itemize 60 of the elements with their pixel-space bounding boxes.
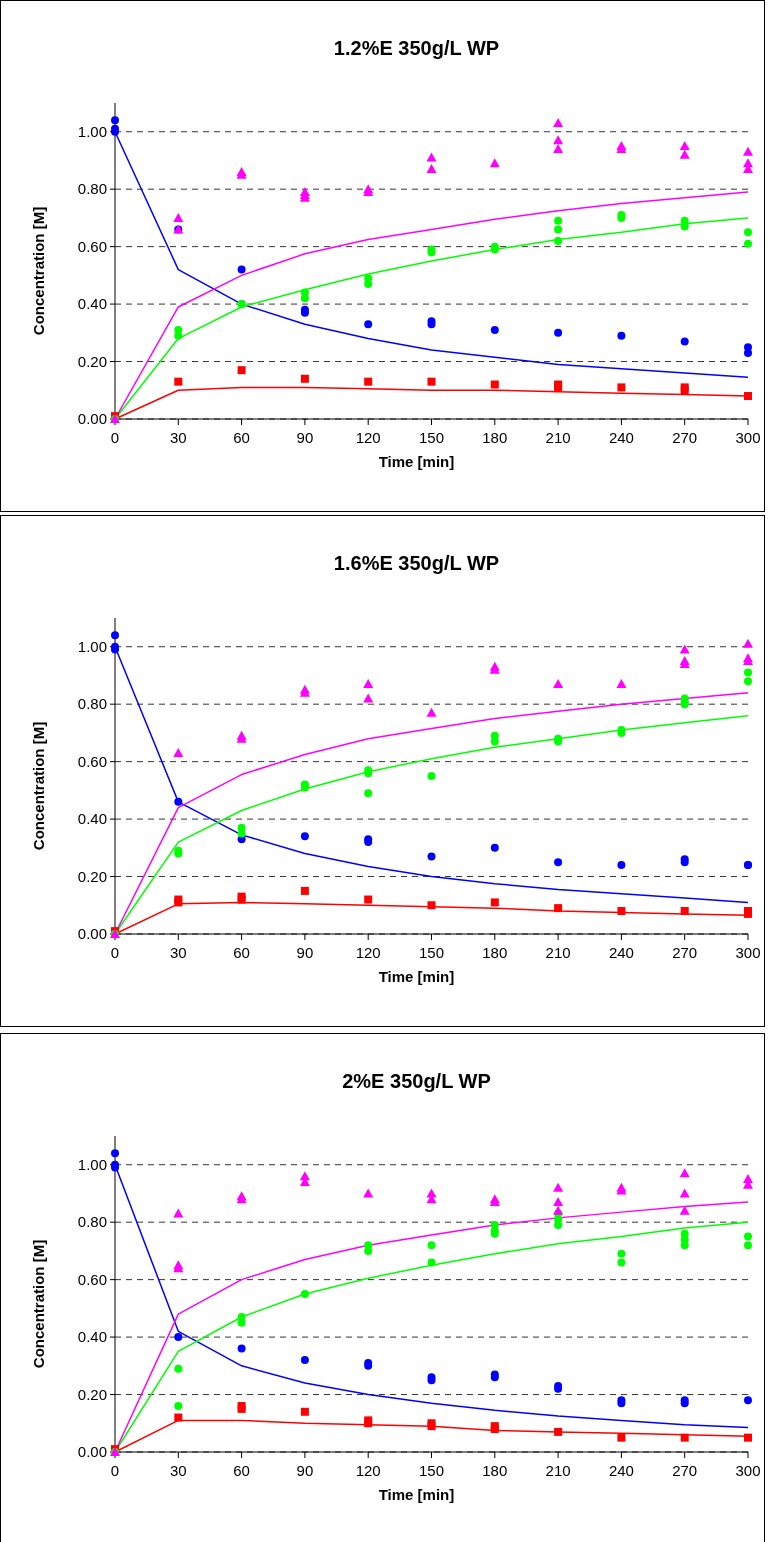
y-axis-title: Concentration [M] (30, 206, 47, 336)
chart-title: 2%E 350g/L WP (342, 1070, 491, 1092)
y-tick-label: 0.60 (77, 237, 107, 255)
x-tick-label: 60 (233, 429, 250, 446)
y-tick-label: 0.80 (77, 180, 107, 198)
y-tick-label: 0.60 (77, 1270, 107, 1288)
x-axis-title: Time [min] (378, 453, 455, 470)
x-tick-label: 30 (169, 944, 187, 961)
x-tick-label: 0 (110, 429, 120, 446)
x-tick-label: 270 (672, 429, 698, 446)
x-tick-label: 90 (296, 1462, 314, 1479)
x-tick-label: 0 (110, 944, 120, 961)
y-tick-label: 1.00 (77, 637, 107, 655)
y-tick-label: 0.80 (77, 695, 107, 713)
x-tick-label: 240 (608, 1462, 634, 1479)
x-tick-label: 270 (672, 1462, 698, 1479)
x-tick-label: 90 (296, 944, 314, 961)
x-tick-label: 150 (418, 429, 445, 446)
y-tick-label: 0.40 (77, 1328, 107, 1346)
x-tick-label: 180 (482, 429, 508, 446)
x-axis-title: Time [min] (378, 1486, 455, 1503)
y-tick-label: 0.20 (77, 1385, 107, 1403)
y-tick-label: 0.40 (77, 810, 107, 828)
x-tick-label: 60 (233, 944, 250, 961)
x-tick-label: 0 (110, 1462, 120, 1479)
y-tick-label: 0.20 (77, 352, 107, 370)
y-tick-label: 0.00 (77, 925, 107, 943)
chart-title: 1.6%E 350g/L WP (333, 552, 500, 574)
x-tick-label: 120 (355, 429, 381, 446)
y-tick-label: 1.00 (77, 122, 107, 140)
x-tick-label: 210 (545, 944, 571, 961)
x-tick-label: 60 (233, 1462, 250, 1479)
x-tick-label: 150 (418, 1462, 445, 1479)
x-tick-label: 270 (672, 944, 698, 961)
x-tick-label: 180 (482, 1462, 508, 1479)
x-tick-label: 120 (355, 944, 381, 961)
x-axis-title: Time [min] (378, 968, 455, 985)
y-tick-label: 0.60 (77, 752, 107, 770)
y-tick-label: 0.20 (77, 867, 107, 885)
x-tick-label: 30 (169, 429, 187, 446)
y-axis-title: Concentration [M] (30, 1239, 47, 1369)
x-tick-label: 300 (735, 944, 761, 961)
y-tick-label: 1.00 (77, 1155, 107, 1173)
x-tick-label: 210 (545, 429, 571, 446)
x-tick-label: 30 (169, 1462, 187, 1479)
x-tick-label: 240 (608, 429, 634, 446)
x-tick-label: 300 (735, 429, 761, 446)
chart-title: 1.2%E 350g/L WP (333, 37, 500, 59)
x-tick-label: 240 (608, 944, 634, 961)
x-tick-label: 180 (482, 944, 508, 961)
y-tick-label: 0.80 (77, 1213, 107, 1231)
x-tick-label: 300 (735, 1462, 761, 1479)
x-tick-label: 120 (355, 1462, 381, 1479)
y-axis-title: Concentration [M] (30, 721, 47, 851)
x-tick-label: 150 (418, 944, 445, 961)
y-tick-label: 0.40 (77, 295, 107, 313)
y-tick-label: 0.00 (77, 1443, 107, 1461)
x-tick-label: 210 (545, 1462, 571, 1479)
y-tick-label: 0.00 (77, 410, 107, 428)
x-tick-label: 90 (296, 429, 314, 446)
